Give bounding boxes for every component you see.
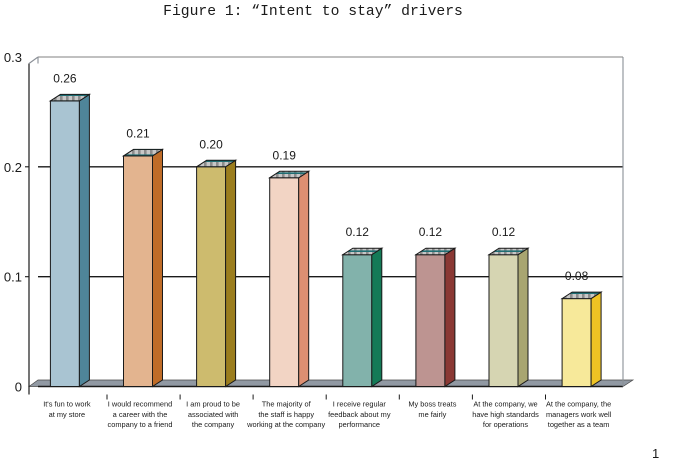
svg-text:0.19: 0.19 (273, 148, 297, 162)
svg-text:0.21: 0.21 (126, 126, 150, 140)
svg-text:a career with the: a career with the (113, 410, 168, 419)
svg-text:It's fun to work: It's fun to work (43, 400, 91, 409)
svg-text:working at the company: working at the company (246, 420, 325, 429)
svg-text:0.2: 0.2 (4, 160, 22, 175)
svg-text:company to a friend: company to a friend (108, 420, 173, 429)
svg-text:0.1: 0.1 (4, 270, 22, 285)
svg-text:the company: the company (192, 420, 235, 429)
svg-text:0.08: 0.08 (565, 269, 589, 283)
svg-text:have high standards: have high standards (472, 410, 539, 419)
svg-text:0.20: 0.20 (199, 137, 223, 151)
svg-text:the staff is happy: the staff is happy (258, 410, 314, 419)
svg-text:I receive regular: I receive regular (333, 400, 387, 409)
svg-text:0.12: 0.12 (492, 225, 516, 239)
svg-text:0: 0 (15, 380, 22, 395)
svg-text:together as a team: together as a team (548, 420, 610, 429)
svg-text:I would recommend: I would recommend (108, 400, 173, 409)
svg-text:0.12: 0.12 (419, 225, 443, 239)
svg-text:feedback about my: feedback about my (328, 410, 391, 419)
svg-text:My boss treats: My boss treats (408, 400, 456, 409)
svg-text:At the company, the: At the company, the (546, 400, 611, 409)
svg-text:0.12: 0.12 (346, 225, 370, 239)
svg-text:At the company, we: At the company, we (473, 400, 537, 409)
svg-text:managers work well: managers work well (546, 410, 612, 419)
svg-text:for operations: for operations (483, 420, 528, 429)
svg-text:The majority of: The majority of (262, 400, 312, 409)
svg-text:0.26: 0.26 (53, 71, 77, 85)
svg-text:me fairly: me fairly (418, 410, 446, 419)
svg-text:I am proud to be: I am proud to be (186, 400, 240, 409)
svg-text:at my store: at my store (49, 410, 86, 419)
svg-text:associated with: associated with (188, 410, 239, 419)
svg-text:0.3: 0.3 (4, 50, 22, 65)
svg-text:performance: performance (339, 420, 381, 429)
